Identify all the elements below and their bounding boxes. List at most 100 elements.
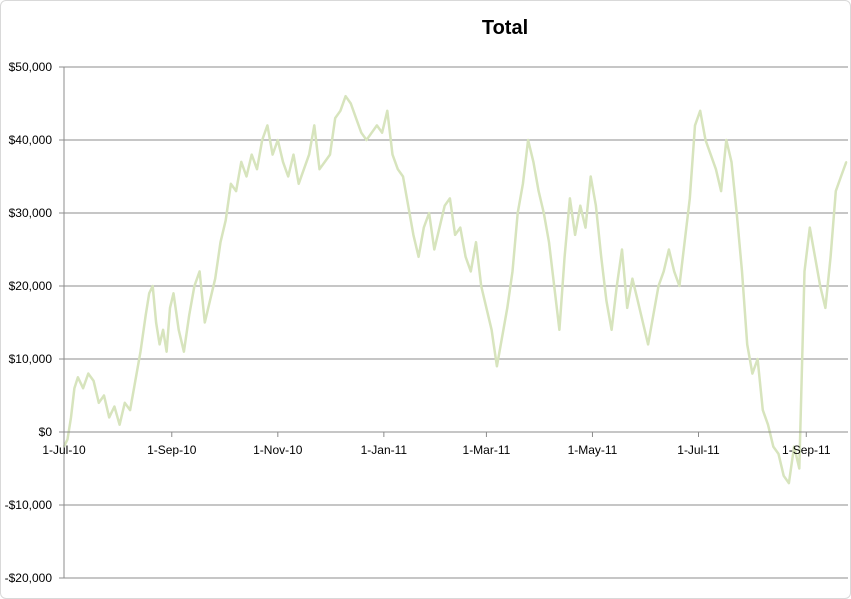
data-point <box>148 292 151 295</box>
y-tick-label: $40,000 <box>9 133 53 147</box>
data-point <box>162 328 165 331</box>
data-point <box>449 197 451 200</box>
data-point <box>129 409 132 411</box>
data-point <box>600 255 603 258</box>
data-point <box>756 358 759 360</box>
data-point <box>183 350 185 353</box>
data-point <box>610 328 613 331</box>
data-point <box>741 270 743 273</box>
data-point <box>569 197 571 200</box>
data-point <box>108 416 111 419</box>
data-point <box>454 234 456 236</box>
data-point <box>66 438 69 441</box>
data-point <box>214 277 217 280</box>
data-point <box>761 409 764 411</box>
data-point <box>542 212 545 214</box>
x-tick-label: 1-Sep-10 <box>147 443 197 457</box>
data-point <box>788 482 790 484</box>
data-point <box>103 394 105 397</box>
data-point <box>318 168 321 171</box>
data-point <box>699 109 702 112</box>
data-point <box>673 270 676 273</box>
series-line <box>62 94 848 485</box>
data-point <box>82 387 84 390</box>
data-point <box>730 161 733 163</box>
y-axis-tick-labels: $50,000 $40,000 $30,000 $20,000 $10,000 $0 -$1… <box>5 60 53 585</box>
data-point <box>329 153 331 156</box>
data-point <box>485 307 488 309</box>
data-point <box>595 204 597 207</box>
data-point <box>574 234 576 236</box>
data-point <box>282 161 284 163</box>
data-point <box>767 423 769 426</box>
data-point <box>193 285 196 287</box>
x-tick-label: 1-Jul-10 <box>42 443 86 457</box>
data-point <box>360 131 363 134</box>
axes <box>59 66 848 579</box>
data-point <box>344 95 347 98</box>
data-point <box>720 190 722 193</box>
gridlines <box>64 66 848 579</box>
data-point <box>165 350 168 353</box>
data-point <box>245 175 248 178</box>
data-point <box>386 109 389 112</box>
data-point <box>516 212 519 214</box>
data-point <box>323 161 326 163</box>
data-point <box>376 124 378 127</box>
data-point <box>240 161 243 163</box>
data-point <box>475 241 477 244</box>
data-point <box>668 248 670 251</box>
data-point <box>73 387 76 390</box>
data-point <box>532 161 535 163</box>
y-tick-label: $20,000 <box>9 279 53 293</box>
data-point <box>704 139 707 141</box>
data-point <box>662 270 665 273</box>
data-point <box>464 255 467 258</box>
data-point <box>678 285 681 287</box>
data-point <box>829 255 832 258</box>
data-point <box>334 117 337 119</box>
data-point <box>469 270 472 273</box>
data-point <box>144 314 147 317</box>
x-tick-label: 1-Jan-11 <box>361 443 408 457</box>
data-point <box>506 307 509 309</box>
data-point <box>626 307 629 309</box>
data-point <box>219 241 222 244</box>
data-point <box>172 292 175 295</box>
x-tick-label: 1-Mar-11 <box>463 443 511 457</box>
data-point <box>537 190 540 193</box>
data-point <box>631 277 634 280</box>
data-point <box>292 153 295 156</box>
data-point <box>261 139 264 141</box>
data-point <box>113 405 116 408</box>
data-point <box>443 204 446 207</box>
data-point <box>266 124 269 127</box>
data-point <box>77 376 79 379</box>
data-point <box>203 321 206 324</box>
data-point <box>746 343 749 346</box>
data-point <box>158 343 161 346</box>
data-point <box>209 299 211 302</box>
y-tick-label: $50,000 <box>9 60 53 74</box>
data-point <box>412 234 415 236</box>
data-point <box>558 328 561 331</box>
data-point <box>287 175 290 178</box>
data-point <box>92 380 95 382</box>
data-point <box>589 175 592 178</box>
data-point <box>169 307 171 309</box>
data-point <box>256 168 258 171</box>
data-point <box>553 285 556 287</box>
data-point <box>139 350 142 353</box>
data-point <box>355 117 357 119</box>
data-point <box>365 139 368 141</box>
data-point <box>652 314 655 317</box>
y-tick-label: -$20,000 <box>5 571 53 585</box>
data-point <box>501 336 503 338</box>
data-point <box>459 226 462 229</box>
data-point <box>480 285 483 287</box>
data-point <box>422 226 425 229</box>
data-point <box>407 204 410 207</box>
data-point <box>840 175 842 178</box>
